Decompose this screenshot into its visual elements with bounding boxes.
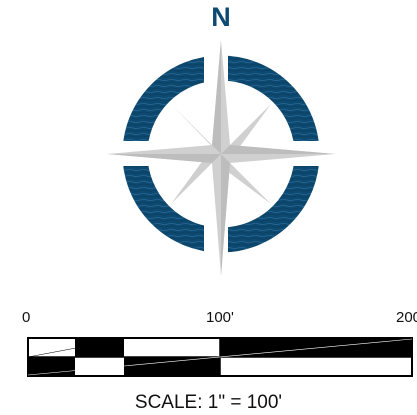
scale-tick-0: 0: [22, 309, 31, 326]
scale-tick-100: 100': [206, 309, 234, 326]
compass-star-shading: [107, 40, 335, 276]
scale-segment: [124, 357, 220, 375]
scale-caption: SCALE: 1" = 100': [134, 392, 283, 413]
north-label: N: [211, 2, 231, 32]
compass-rose-icon: [107, 40, 335, 276]
scale-segment: [75, 339, 124, 357]
scale-segment: [28, 357, 75, 375]
scale-tick-200: 200': [396, 309, 417, 326]
